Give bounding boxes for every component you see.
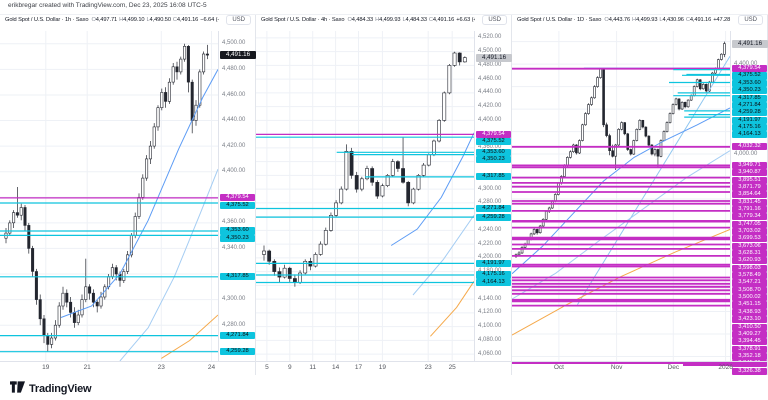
open-value: 4,497.71: [95, 17, 118, 23]
high-value: 4,499.10: [123, 17, 145, 23]
symbol-legend[interactable]: Gold Spot / U.S. Dollar · 1D · Saxo O4,44…: [517, 17, 731, 23]
time-axis[interactable]: 19 21 23 24: [0, 361, 255, 376]
tradingview-logo[interactable]: TradingView: [10, 380, 92, 398]
low-value: 4,484.33: [405, 17, 427, 23]
candlestick-chart-1d[interactable]: [512, 31, 730, 361]
symbol-title: Gold Spot / U.S. Dollar · 4h · Saxo: [261, 17, 345, 23]
chart-grid: Gold Spot / U.S. Dollar · 1h · Saxo O4,49…: [0, 14, 768, 376]
chart-panel-1h[interactable]: Gold Spot / U.S. Dollar · 1h · Saxo O4,49…: [0, 15, 256, 375]
low-value: 4,430.96: [662, 17, 684, 23]
close-value: 4,491.16: [432, 17, 455, 23]
change-value: +6.63 (+0.15%): [456, 17, 475, 23]
price-axis[interactable]: 4,500.00 4,480.00 4,460.00 4,440.00 4,420.00…: [218, 31, 256, 361]
symbol-title: Gold Spot / U.S. Dollar · 1h · Saxo: [5, 17, 89, 23]
close-value: 4,491.16: [176, 17, 199, 23]
price-axis[interactable]: 4,520.00 4,500.00 4,480.00 4,460.00 4,440.00…: [474, 31, 512, 361]
symbol-legend[interactable]: Gold Spot / U.S. Dollar · 4h · Saxo O4,48…: [261, 17, 475, 23]
tradingview-logo-text: TradingView: [29, 383, 92, 395]
change-value: +47.28 (+1.06%): [713, 17, 731, 23]
candlestick-chart-4h[interactable]: [256, 31, 474, 361]
currency-button[interactable]: USD: [738, 15, 763, 25]
time-axis[interactable]: Oct Nov Dec 2026: [512, 361, 767, 376]
tradingview-logo-icon: [10, 380, 25, 398]
currency-button[interactable]: USD: [482, 15, 507, 25]
high-value: 4,499.93: [636, 17, 658, 23]
price-axis[interactable]: 4,400.00 4,000.00 4,379.54 4,375.52 4,353.60…: [730, 31, 768, 375]
symbol-title: Gold Spot / U.S. Dollar · 1D · Saxo: [517, 17, 602, 23]
low-value: 4,490.50: [149, 17, 171, 23]
chart-panel-1d[interactable]: Gold Spot / U.S. Dollar · 1D · Saxo O4,44…: [512, 15, 768, 375]
chart-panel-4h[interactable]: Gold Spot / U.S. Dollar · 4h · Saxo O4,48…: [256, 15, 512, 375]
currency-button[interactable]: USD: [226, 15, 251, 25]
footer: TradingView: [0, 375, 768, 400]
close-value: 4,491.16: [689, 17, 712, 23]
high-value: 4,499.93: [379, 17, 401, 23]
creator-watermark: erikbregar created with TradingView.com,…: [8, 2, 207, 9]
time-axis[interactable]: 5 9 11 14 17 19 23 25: [256, 361, 511, 376]
symbol-legend[interactable]: Gold Spot / U.S. Dollar · 1h · Saxo O4,49…: [5, 17, 219, 23]
candlestick-chart-1h[interactable]: [0, 31, 218, 361]
change-value: −6.64 (−0.15%): [200, 17, 219, 23]
open-value: 4,443.76: [608, 17, 631, 23]
open-value: 4,484.33: [351, 17, 374, 23]
